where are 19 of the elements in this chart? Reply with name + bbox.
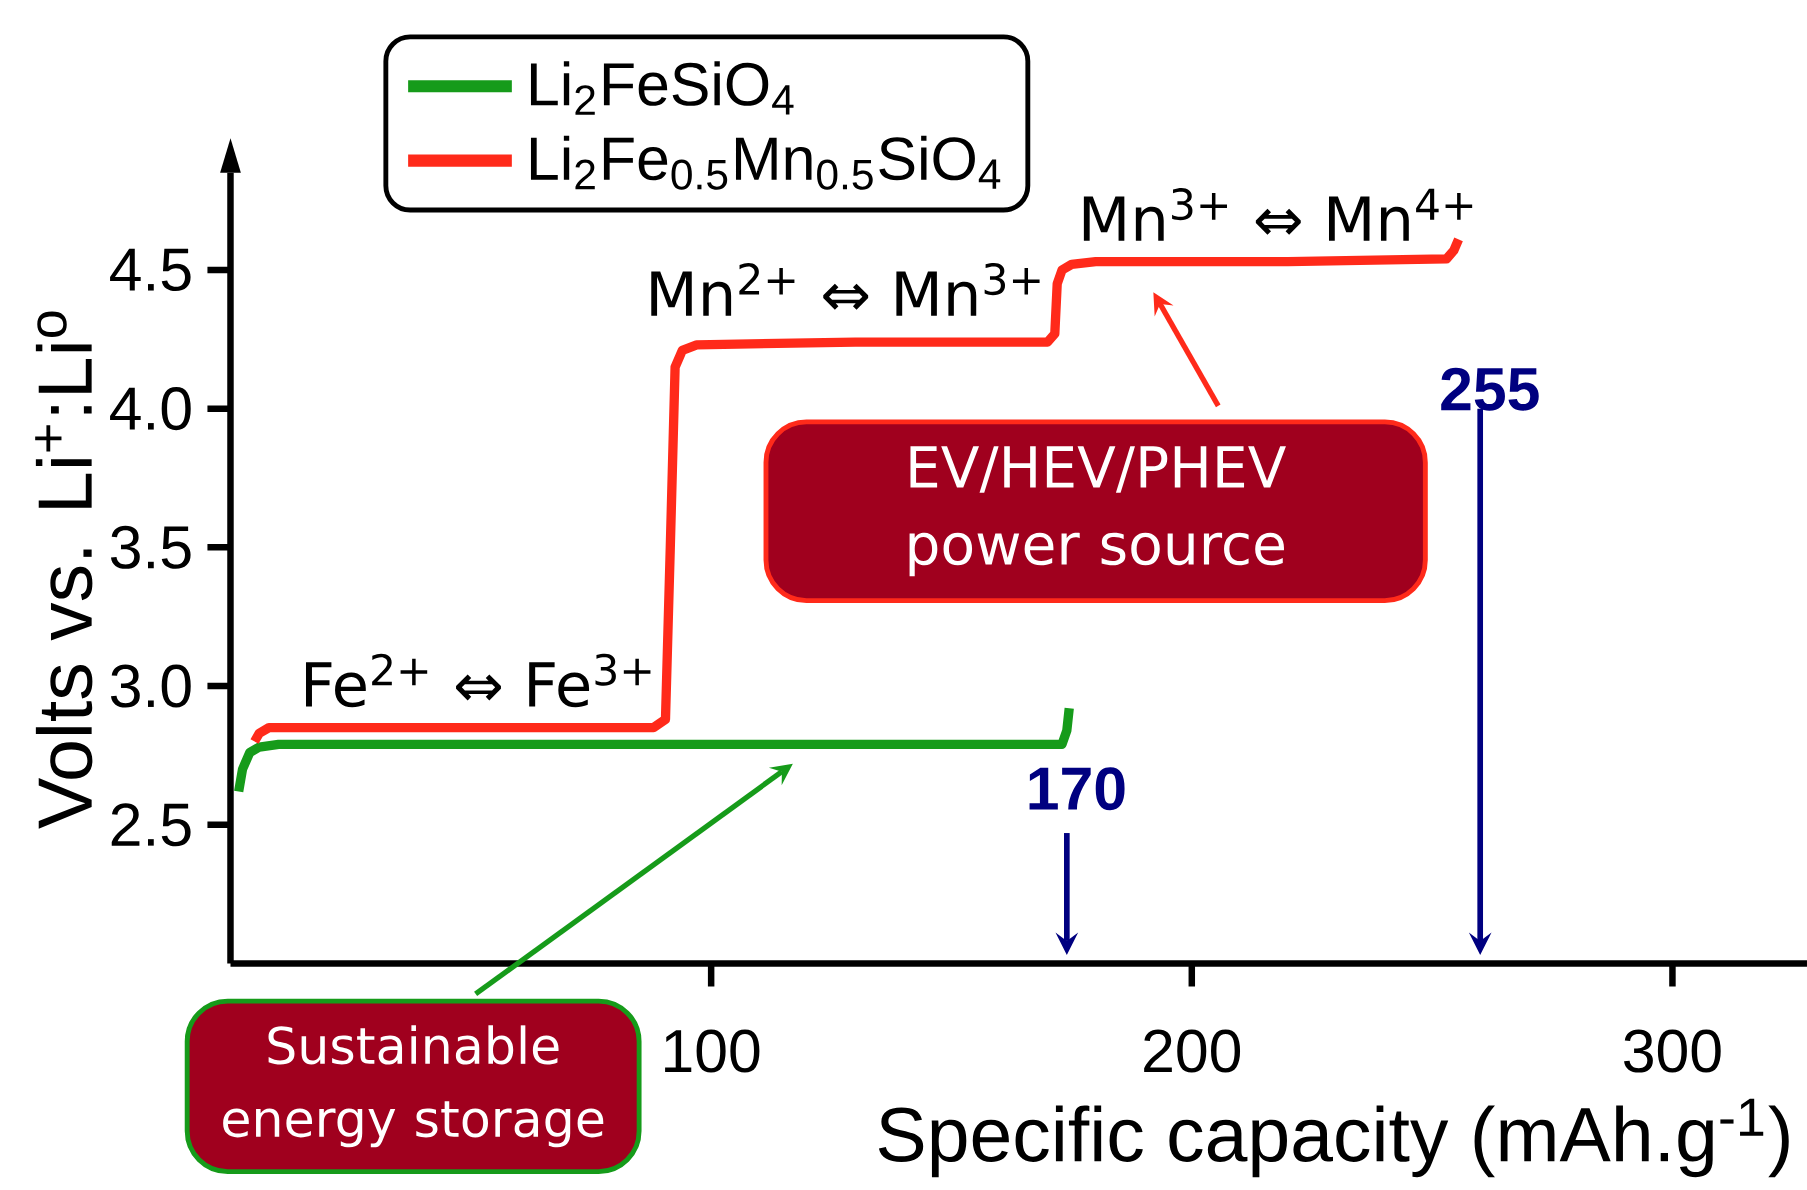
- text: Sustainable energy storage: [223, 1025, 604, 1148]
- x-tick-label: 300: [1624, 1029, 1721, 1073]
- annotation: 255: [1441, 367, 1539, 411]
- annotation: Fe$^{2+}$ ⇔ Fe$^{3+}$: [306, 653, 651, 708]
- legend-label: Li$_{2}$FeSiO$_{4}$: [530, 61, 794, 115]
- y-tick-label: 4.5: [110, 248, 191, 291]
- y-tick-label: 3.5: [110, 525, 191, 569]
- y-axis-title: Volts vs. Li$^{+}$:Li$^{o}$: [35, 311, 93, 829]
- x-tick-label: 100: [665, 1029, 760, 1073]
- x-axis-title: Specific capacity (mAh.g$^{-1}$): [878, 1098, 1789, 1177]
- annotation: 170: [1029, 766, 1125, 810]
- annotation: Mn$^{2+}$ ⇔ Mn$^{3+}$: [651, 262, 1040, 316]
- y-tick-label: 4.0: [110, 386, 191, 430]
- annotation: Mn$^{3+}$ ⇔ Mn$^{4+}$: [1083, 187, 1473, 241]
- y-tick-label: 2.5: [111, 802, 191, 846]
- y-tick-label: 3.0: [110, 664, 191, 708]
- annotation: EV/HEV/PHEV power source: [909, 446, 1286, 577]
- legend-label: Li$_{2}$Fe$_{0.5}$Mn$_{0.5}$SiO$_{4}$: [530, 135, 1001, 190]
- x-tick-label: 200: [1144, 1029, 1241, 1073]
